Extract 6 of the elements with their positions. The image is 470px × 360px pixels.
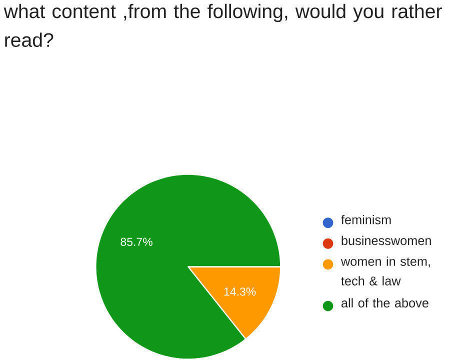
data-label: 14.3% (224, 288, 256, 296)
chart-title: what content ,from the following, would you rather read? (4, 4, 442, 48)
legend-label: feminism (341, 215, 391, 224)
data-label: 85.7% (120, 238, 152, 246)
legend-label: businesswomen (342, 236, 431, 246)
legend-label: all of the above (342, 298, 428, 308)
